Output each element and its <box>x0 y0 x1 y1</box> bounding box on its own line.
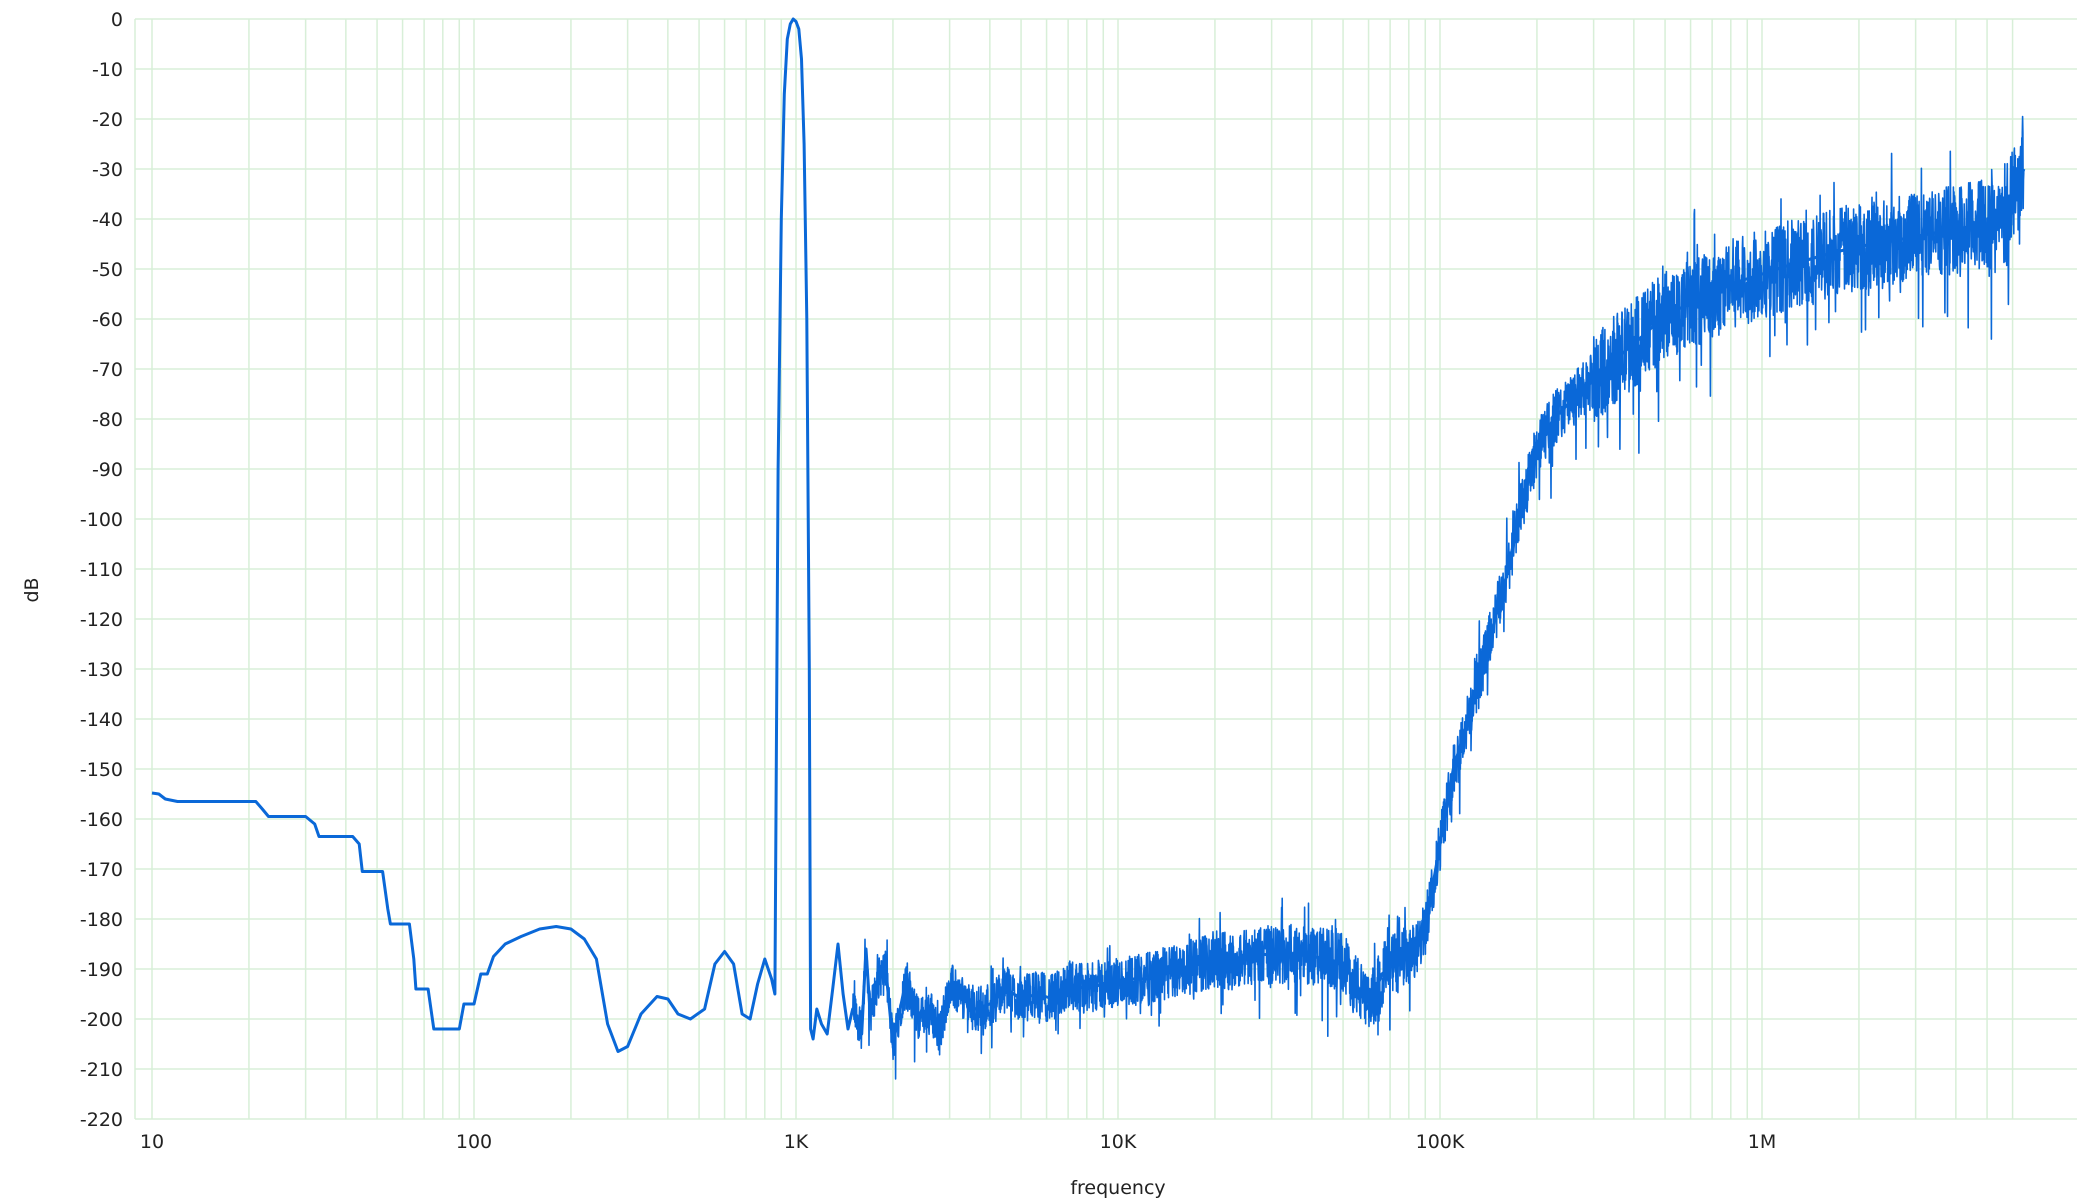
y-tick-label: -220 <box>80 1109 123 1131</box>
grid-lines <box>134 18 2077 1120</box>
y-tick-label: -40 <box>92 209 123 231</box>
series-0-line <box>151 17 2026 1053</box>
y-tick-label: -30 <box>92 159 123 181</box>
y-tick-label: -140 <box>80 709 123 731</box>
y-tick-label: -50 <box>92 259 123 281</box>
series-0-noise <box>831 115 2025 1080</box>
y-tick-label: -90 <box>92 459 123 481</box>
y-tick-label: -80 <box>92 409 123 431</box>
y-tick-label: -170 <box>80 859 123 881</box>
x-tick-label: 100K <box>1416 1131 1465 1153</box>
y-tick-label: -10 <box>92 59 123 81</box>
y-tick-label: -190 <box>80 959 123 981</box>
y-tick-label: -210 <box>80 1059 123 1081</box>
y-tick-label: -70 <box>92 359 123 381</box>
y-axis-title: dB <box>21 577 43 602</box>
y-tick-label: -200 <box>80 1009 123 1031</box>
y-tick-label: -20 <box>92 109 123 131</box>
series-traces <box>151 17 2026 1080</box>
y-tick-label: 0 <box>111 9 123 31</box>
x-tick-label: 1M <box>1748 1131 1776 1153</box>
x-tick-label: 100 <box>456 1131 492 1153</box>
y-axis-tick-labels: 0 -10 -20 -30 -40 -50 -60 -70 -80 -90 -100 -110 -120… <box>80 9 123 1131</box>
x-tick-label: 1K <box>784 1131 809 1153</box>
y-tick-label: -100 <box>80 509 123 531</box>
y-tick-label: -60 <box>92 309 123 331</box>
y-tick-label: -110 <box>80 559 123 581</box>
y-tick-label: -160 <box>80 809 123 831</box>
y-tick-label: -180 <box>80 909 123 931</box>
y-tick-label: -130 <box>80 659 123 681</box>
x-tick-label: 10 <box>140 1131 164 1153</box>
x-axis-title: frequency <box>1070 1177 1165 1199</box>
y-tick-label: -120 <box>80 609 123 631</box>
x-axis-tick-labels: 10 100 1K 10K 100K 1M <box>140 1131 1776 1153</box>
y-tick-label: -150 <box>80 759 123 781</box>
x-tick-label: 10K <box>1100 1131 1137 1153</box>
